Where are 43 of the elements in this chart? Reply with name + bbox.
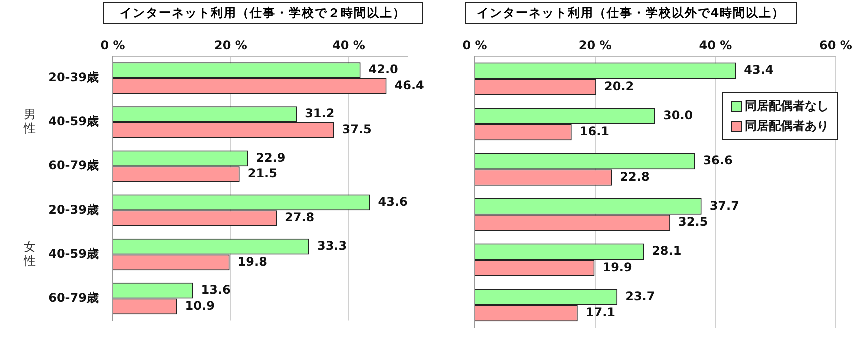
x-tick-label: 20 % [578, 38, 612, 52]
y-tick-label: 60-79歳 [48, 158, 99, 173]
data-label: 30.0 [664, 108, 694, 122]
data-label: 16.1 [580, 124, 610, 139]
data-label: 36.6 [703, 154, 733, 168]
text: 女性 [23, 240, 36, 268]
data-label: 43.6 [378, 194, 408, 209]
data-label: 42.0 [368, 62, 398, 77]
data-label: 37.5 [342, 122, 372, 137]
x-tick-label: 40 % [699, 38, 732, 52]
data-label: 27.8 [285, 210, 315, 225]
data-label: 19.8 [238, 254, 268, 269]
y-tick-label: 40-59歳 [48, 114, 99, 129]
data-label: 17.1 [586, 306, 616, 320]
data-label: 21.5 [248, 166, 278, 181]
x-tick-label: 60 % [820, 38, 852, 52]
chart-title: インターネット利用（仕事・学校で２時間以上） [103, 2, 423, 24]
data-label: 28.1 [652, 244, 682, 258]
data-label: 22.9 [256, 150, 286, 165]
data-label: 43.4 [744, 63, 774, 78]
data-label: 33.3 [317, 238, 348, 253]
chart-title: インターネット利用（仕事・学校以外で4時間以上） [465, 2, 797, 24]
x-tick-label: 0 % [462, 38, 488, 52]
data-label: 19.9 [602, 260, 632, 274]
text: 男性 [23, 108, 36, 136]
data-label: 32.5 [678, 215, 708, 230]
data-label: 46.4 [394, 78, 424, 92]
data-label: 37.7 [710, 198, 740, 213]
legend-label: 同居配偶者なし [745, 98, 829, 115]
data-label: 20.2 [604, 79, 634, 94]
x-tick-label: 0 % [100, 38, 126, 52]
y-tick-label: 20-39歳 [48, 70, 99, 85]
y-tick-label: 20-39歳 [48, 202, 99, 217]
data-label: 22.8 [620, 170, 650, 184]
data-label: 23.7 [626, 289, 656, 304]
y-tick-label: 40-59歳 [48, 246, 99, 261]
data-label: 13.6 [201, 282, 231, 297]
data-label: 31.2 [305, 106, 335, 121]
data-label: 10.9 [185, 298, 215, 313]
x-tick-label: 40 % [332, 38, 366, 52]
y-tick-label: 60-79歳 [48, 290, 99, 305]
x-tick-label: 20 % [214, 38, 248, 52]
legend-label: 同居配偶者あり [745, 118, 829, 135]
